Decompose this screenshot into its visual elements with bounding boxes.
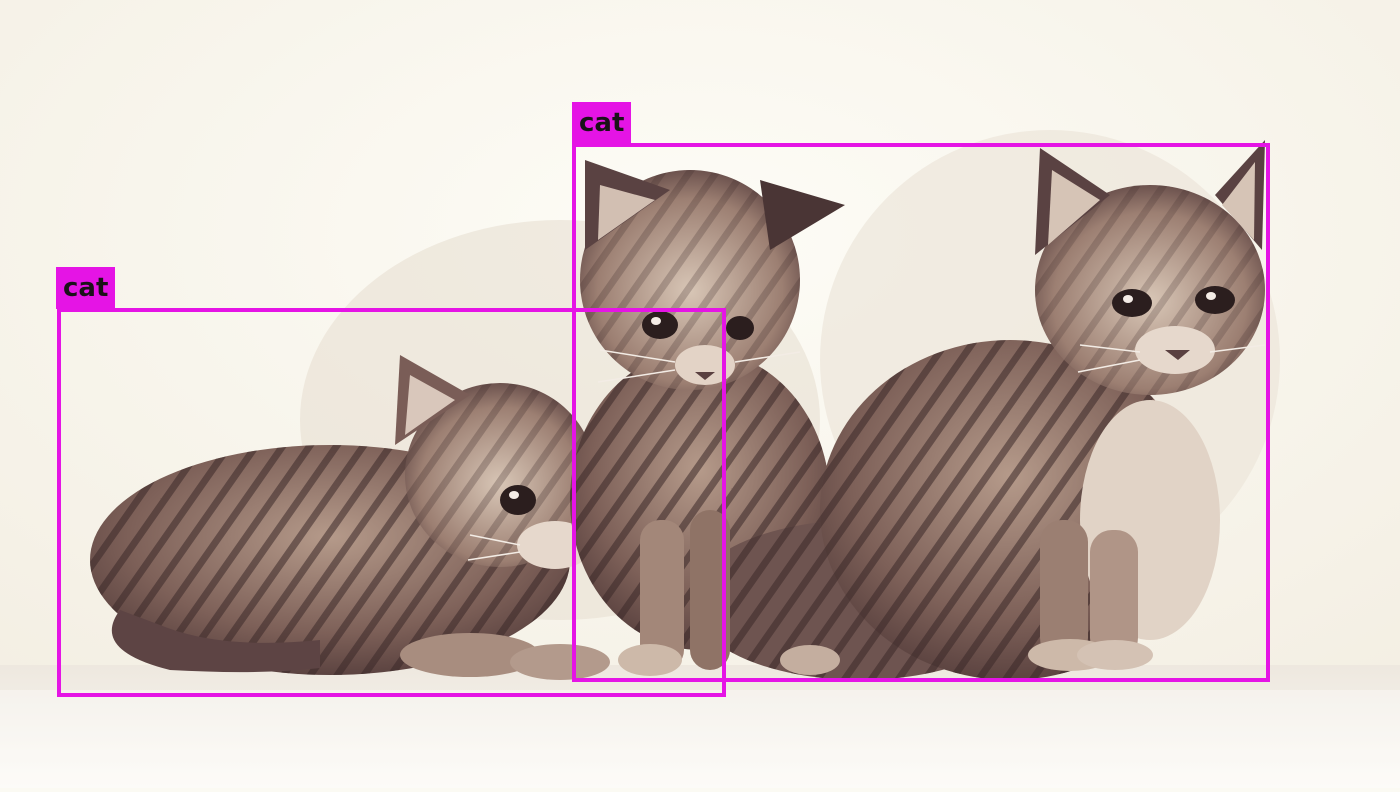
kitten-left bbox=[90, 355, 641, 680]
kitten-right bbox=[820, 140, 1266, 680]
detection-box-cat-right bbox=[572, 143, 1270, 682]
detection-box-cat-left bbox=[57, 308, 726, 697]
detection-label-cat-right: cat bbox=[572, 102, 632, 144]
detection-label-cat-left: cat bbox=[56, 267, 116, 309]
